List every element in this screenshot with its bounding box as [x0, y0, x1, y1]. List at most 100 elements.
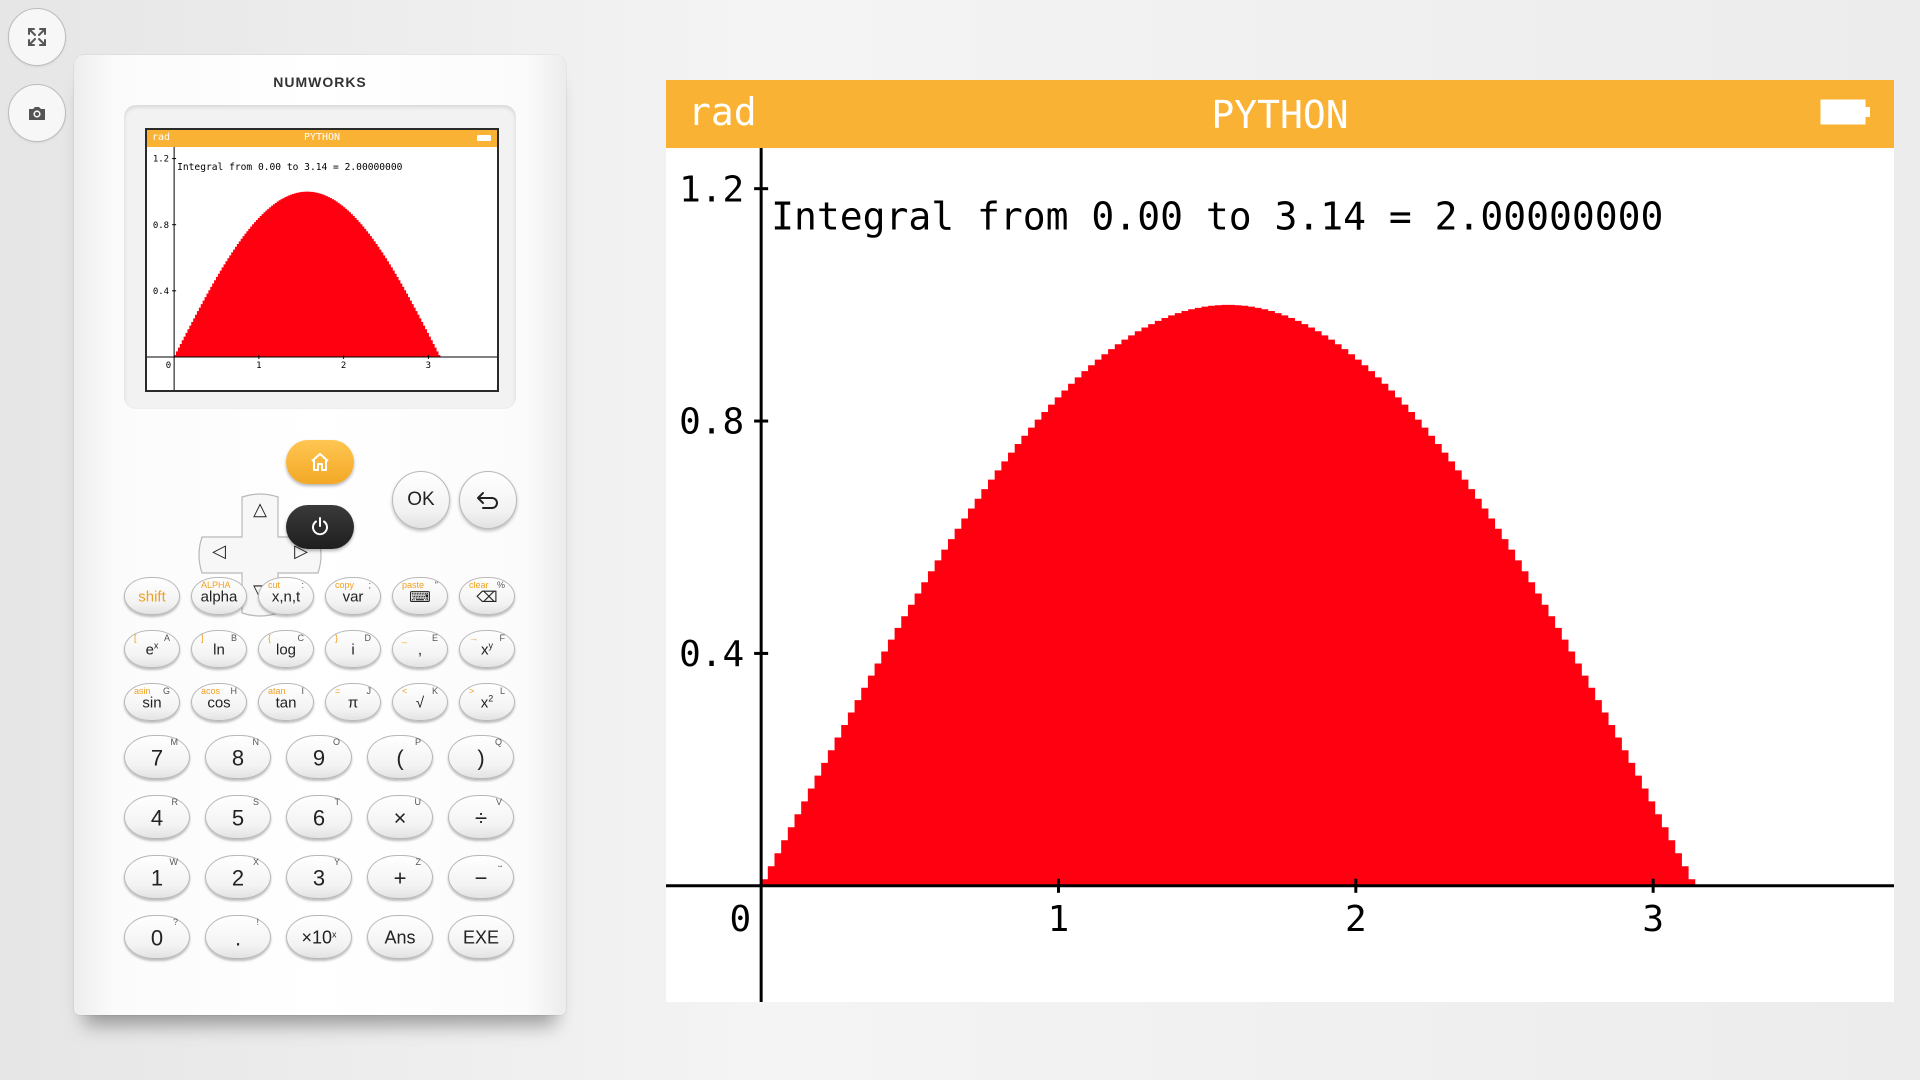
power-icon	[312, 517, 328, 536]
number-key[interactable]: ? 0	[124, 915, 190, 959]
function-key[interactable]: paste " ⌨	[392, 577, 448, 615]
number-key[interactable]: Q)	[448, 735, 514, 779]
back-button[interactable]	[459, 471, 517, 529]
key-alpha-label: E	[431, 633, 438, 643]
fullscreen-button[interactable]	[8, 8, 66, 66]
key-alpha-label: F	[499, 633, 506, 643]
dpad-up[interactable]: △	[253, 499, 267, 519]
y-tick-label: 1.2	[153, 155, 169, 165]
key-alpha-label: ;	[368, 580, 371, 590]
key-label: shift	[138, 588, 166, 606]
key-label: +	[393, 865, 407, 891]
key-label: 6	[312, 805, 326, 831]
key-alpha-label: I	[301, 686, 304, 696]
key-label: i	[351, 641, 355, 659]
mini-screen: rad PYTHON 0.4 0.8 1.2 0 1 2 3 Integral from 0.…	[145, 128, 499, 392]
key-alpha-label: S	[252, 797, 259, 807]
key-label: ,	[417, 641, 423, 659]
key-alpha-label: ⎵	[498, 857, 502, 867]
key-alpha-label: C	[297, 633, 305, 643]
dpad-left[interactable]: ◁	[212, 541, 226, 561]
key-label: 7	[150, 745, 164, 771]
integral-area	[174, 191, 441, 357]
y-tick-label: 0.8	[153, 221, 169, 231]
key-shift-label: }	[335, 633, 339, 643]
key-alpha-label: N	[252, 737, 260, 747]
key-alpha-label: ?	[172, 917, 178, 927]
key-shift-label: ]	[201, 633, 204, 643]
key-alpha-label: R	[171, 797, 179, 807]
x-tick-label: 3	[1642, 899, 1664, 940]
x-tick-label: 0	[166, 361, 171, 371]
key-alpha-label: T	[334, 797, 341, 807]
ok-button[interactable]: OK	[392, 471, 450, 529]
key-alpha-label: %	[496, 580, 505, 590]
key-label: ln	[213, 641, 225, 659]
function-key[interactable]: ALPHA alpha	[191, 577, 247, 615]
key-label: tan	[275, 694, 297, 712]
home-icon	[311, 453, 329, 471]
key-alpha-label: K	[431, 686, 438, 696]
function-key[interactable]: shift	[124, 577, 180, 615]
function-key[interactable]: clear% ⌫	[459, 577, 515, 615]
key-label: .	[234, 925, 242, 951]
key-label: cos	[207, 694, 231, 712]
battery-icon	[1820, 99, 1870, 125]
power-button[interactable]	[286, 505, 354, 549]
integral-result-text: Integral from 0.00 to 3.14 = 2.00000000	[771, 194, 1663, 238]
key-label: 0	[150, 925, 164, 951]
key-shift-label: clear	[469, 580, 489, 590]
key-shift-label: <	[402, 686, 408, 696]
key-shift-label: →	[469, 633, 478, 643]
number-key[interactable]: U ×	[367, 795, 433, 839]
key-shift-label: >	[469, 686, 475, 696]
key-label: var	[342, 588, 364, 606]
function-key[interactable]: cut: x,n,t	[258, 577, 314, 615]
brand-logo: NUMWORKS	[273, 74, 367, 90]
number-key[interactable]: Ans	[367, 915, 433, 959]
function-key[interactable]: _ E,	[392, 630, 448, 668]
number-key[interactable]: ⎵ −	[448, 855, 514, 899]
function-key[interactable]: copy; var	[325, 577, 381, 615]
key-alpha-label: Z	[415, 857, 422, 867]
number-key[interactable]: EXE	[448, 915, 514, 959]
home-button[interactable]	[286, 440, 354, 484]
key-alpha-label: O	[332, 737, 340, 747]
key-label: sin	[142, 694, 162, 712]
key-label: 9	[312, 745, 326, 771]
x-tick-label: 2	[341, 361, 346, 371]
screenshot-button[interactable]	[8, 84, 66, 142]
function-key[interactable]: < K √	[392, 683, 448, 721]
x-tick-label: 0	[730, 899, 752, 940]
number-key[interactable]: ×10x	[286, 915, 352, 959]
y-tick-label: 0.4	[153, 287, 169, 297]
number-key[interactable]: P(	[367, 735, 433, 779]
key-alpha-label: X	[252, 857, 259, 867]
mini-status-bar: rad PYTHON	[147, 130, 497, 147]
number-key[interactable]: !.	[205, 915, 271, 959]
number-key[interactable]: V ÷	[448, 795, 514, 839]
number-key[interactable]: Z +	[367, 855, 433, 899]
key-label: (	[396, 745, 404, 771]
key-label: 5	[231, 805, 245, 831]
key-shift-label: copy	[335, 580, 355, 590]
